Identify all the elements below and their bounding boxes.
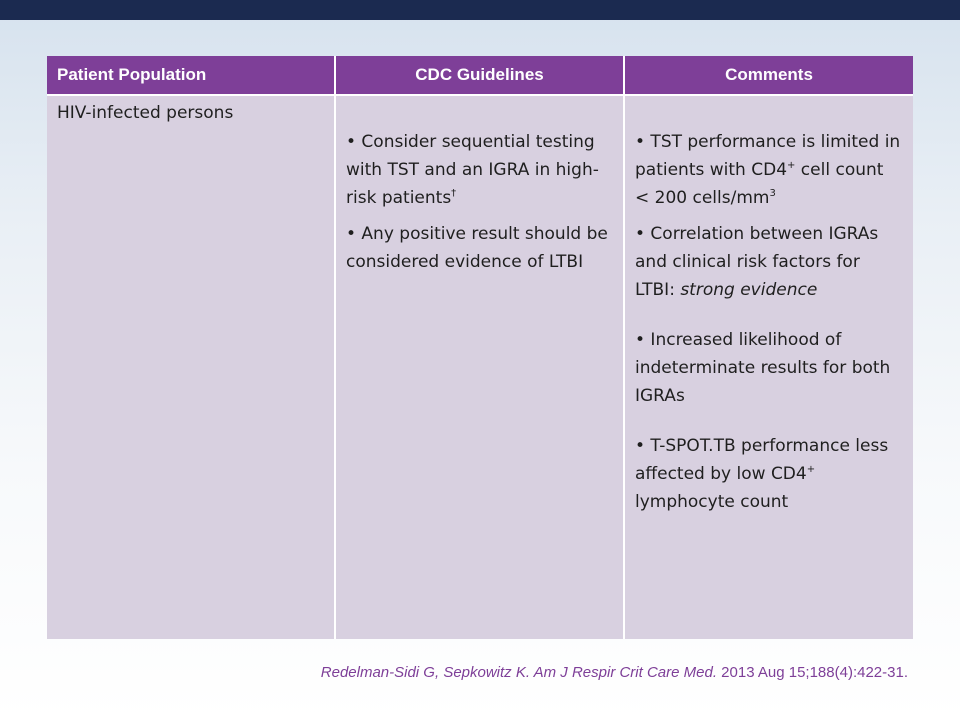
superscript: + — [787, 160, 796, 171]
guideline-text: • Any positive result should be consider… — [346, 224, 608, 272]
header-patient-population: Patient Population — [47, 56, 336, 95]
population-cell: HIV-infected persons — [47, 94, 336, 639]
top-banner — [0, 0, 960, 20]
dagger-footnote-mark: † — [451, 188, 457, 199]
comment-emphasis: strong evidence — [680, 280, 818, 300]
table-row: HIV-infected persons • Consider sequenti… — [47, 94, 913, 639]
citation: Redelman-Sidi G, Sepkowitz K. Am J Respi… — [321, 664, 908, 681]
comment-text: cell count < 200 cells/mm — [635, 160, 884, 208]
comment-item: • TST performance is limited in patients… — [635, 128, 901, 212]
table-header-row: Patient Population CDC Guidelines Commen… — [47, 56, 913, 95]
header-cdc-guidelines: CDC Guidelines — [335, 56, 625, 95]
superscript: 3 — [769, 188, 776, 199]
citation-italic: Redelman-Sidi G, Sepkowitz K. Am J Respi… — [320, 664, 717, 681]
guidelines-cell: • Consider sequential testing with TST a… — [335, 94, 625, 639]
population-text: HIV-infected persons — [57, 103, 234, 123]
comment-text: lymphocyte count — [635, 492, 789, 512]
comment-item: • Increased likelihood of indeterminate … — [635, 326, 901, 410]
guideline-text: • Consider sequential testing with TST a… — [346, 132, 599, 208]
comment-text: • TST performance is limited in patients… — [635, 132, 901, 180]
comment-text: • T-SPOT.TB performance less affected by… — [635, 436, 889, 484]
guideline-item: • Consider sequential testing with TST a… — [346, 128, 615, 212]
header-comments: Comments — [624, 56, 913, 95]
comment-item: • T-SPOT.TB performance less affected by… — [635, 432, 901, 516]
guidelines-table: Patient Population CDC Guidelines Commen… — [47, 56, 913, 639]
comment-text: • Correlation between IGRAs and clinical… — [635, 224, 879, 300]
comment-text: • Increased likelihood of indeterminate … — [635, 330, 891, 406]
superscript: + — [806, 464, 816, 475]
citation-details: 2013 Aug 15;188(4):422-31. — [717, 664, 908, 681]
comments-cell: • TST performance is limited in patients… — [624, 94, 913, 639]
guideline-item: • Any positive result should be consider… — [346, 220, 615, 276]
comment-item: • Correlation between IGRAs and clinical… — [635, 220, 901, 304]
